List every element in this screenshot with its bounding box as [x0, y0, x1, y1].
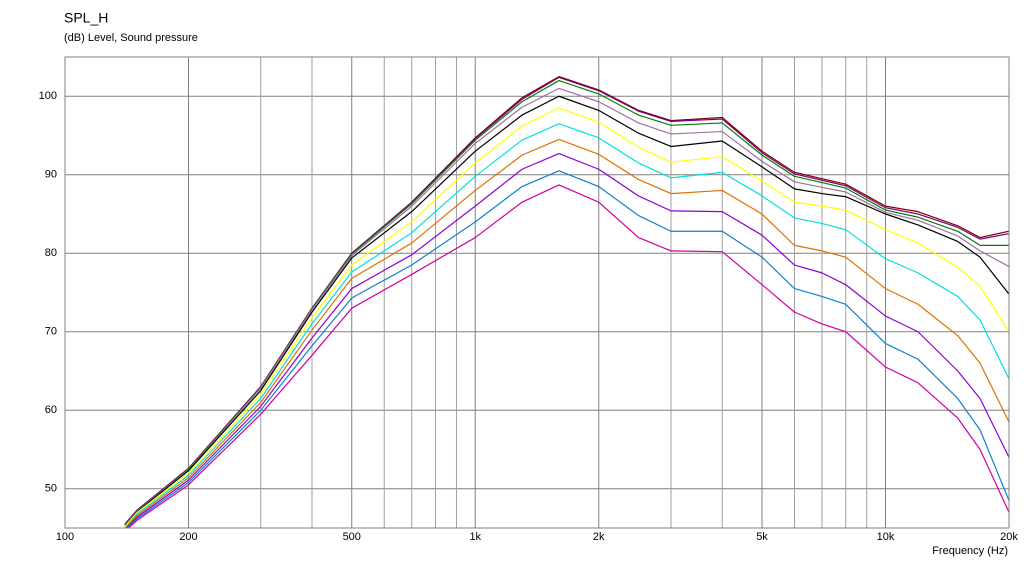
grid — [64, 57, 1010, 528]
x-axis-label: Frequency (Hz) — [932, 545, 1008, 557]
series-line — [124, 107, 1009, 527]
series-line — [124, 95, 1009, 527]
series-line — [127, 184, 1009, 528]
x-tick-label: 100 — [56, 531, 74, 543]
y-tick-label: 90 — [45, 169, 57, 181]
series-line — [124, 76, 1009, 525]
x-tick-label: 10k — [877, 531, 895, 543]
y-tick-label: 70 — [45, 326, 57, 338]
plot-lines — [124, 76, 1009, 528]
series-line — [124, 138, 1009, 528]
x-tick-label: 1k — [469, 531, 481, 543]
series-line — [126, 170, 1009, 528]
x-tick-label: 2k — [593, 531, 605, 543]
y-tick-label: 50 — [45, 483, 57, 495]
series-line — [124, 87, 1009, 526]
plot-frame — [64, 56, 1010, 529]
x-tick-label: 500 — [343, 531, 361, 543]
x-tick-label: 200 — [179, 531, 197, 543]
y-tick-label: 100 — [39, 90, 57, 102]
series-line — [125, 152, 1009, 528]
x-tick-label: 5k — [756, 531, 768, 543]
series-line — [124, 79, 1009, 526]
y-tick-label: 60 — [45, 404, 57, 416]
y-tick-label: 80 — [45, 247, 57, 259]
series-line — [124, 76, 1009, 525]
chart-title: SPL_H — [64, 10, 108, 26]
chart-subtitle: (dB) Level, Sound pressure — [64, 32, 198, 44]
x-tick-label: 20k — [1000, 531, 1018, 543]
series-line — [124, 123, 1009, 528]
